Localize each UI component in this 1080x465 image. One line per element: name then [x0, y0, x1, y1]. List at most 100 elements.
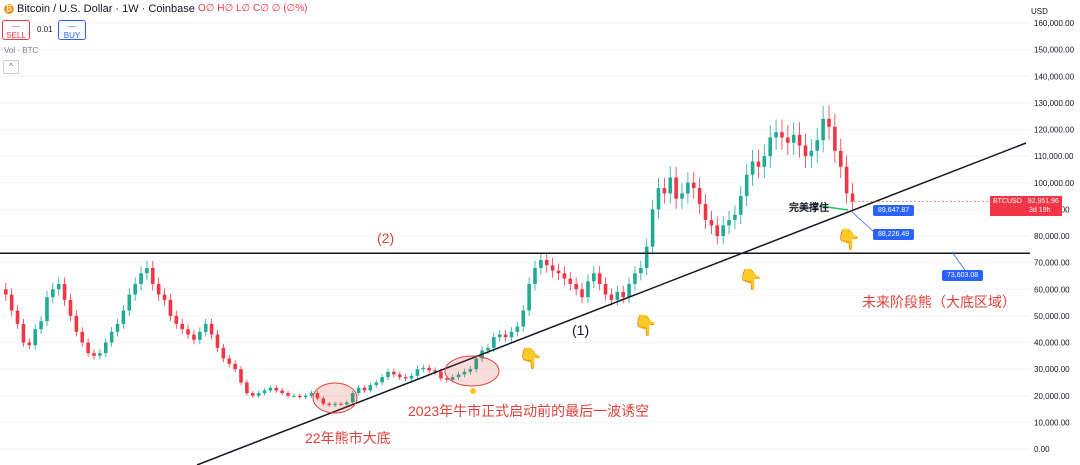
candle-body: [256, 393, 261, 396]
hand-icon: 👇: [836, 229, 861, 251]
buy-label: BUY: [63, 31, 81, 40]
candle-body: [68, 299, 73, 316]
candlestick-series: [4, 105, 855, 407]
candle-body: [421, 367, 426, 370]
candle-body: [727, 220, 731, 226]
candle-body: [791, 134, 796, 143]
sell-button[interactable]: — SELL: [2, 20, 30, 40]
price-tick-label: 110,000.00: [1034, 152, 1074, 161]
candle-body: [780, 132, 784, 138]
candle-body: [439, 371, 443, 379]
candle-body: [62, 283, 67, 300]
candle-body: [392, 371, 396, 375]
tag-b-leader: [850, 210, 876, 234]
candle-body: [174, 315, 179, 324]
candle-body: [274, 387, 279, 391]
candle-body: [515, 326, 520, 332]
candle-body: [262, 390, 267, 394]
candle-body: [838, 150, 843, 167]
candle-body: [709, 220, 714, 226]
candle-body: [733, 214, 737, 221]
price-tick-label: 160,000.00: [1034, 19, 1075, 28]
candle-body: [139, 273, 143, 284]
candle-body: [768, 137, 772, 157]
candle-body: [215, 334, 220, 348]
currency-label: USD: [1031, 7, 1048, 16]
candle-body: [739, 196, 743, 215]
candle-body: [168, 299, 173, 316]
price-tag-c[interactable]: 73,603.08: [942, 270, 984, 281]
candle-body: [250, 393, 255, 396]
candle-body: [721, 225, 725, 236]
candle-body: [15, 310, 20, 324]
candle-body: [462, 371, 467, 375]
candle-body: [586, 281, 590, 298]
price-tag-b[interactable]: 88,226.49: [873, 229, 915, 240]
candle-body: [203, 323, 208, 332]
candle-body: [380, 377, 384, 383]
collapse-button[interactable]: ^: [3, 60, 19, 74]
candle-body: [833, 126, 837, 151]
candle-body: [544, 259, 549, 266]
candle-body: [597, 273, 602, 284]
candle-body: [74, 315, 79, 332]
candle-body: [433, 370, 437, 372]
candle-body: [803, 145, 808, 157]
candle-body: [156, 283, 161, 295]
price-tick-label: 60,000.00: [1034, 285, 1070, 294]
candle-body: [691, 182, 696, 189]
future-bear-label: 未来阶段熊（大底区域）: [862, 294, 1016, 310]
candle-body: [633, 273, 637, 284]
candle-body: [298, 395, 302, 398]
candle-body: [292, 395, 296, 397]
price-axis: 160,000.00 150,000.00 140,000.00 130,000.00…: [1034, 19, 1075, 454]
candle-body: [456, 374, 461, 378]
candle-body: [662, 188, 667, 194]
candle-body: [180, 323, 184, 330]
candle-body: [680, 193, 684, 199]
tag-c-leader: [951, 251, 966, 271]
symbol-logo: ₿: [4, 4, 14, 14]
candle-body: [109, 331, 114, 343]
candle-body: [303, 395, 308, 398]
candle-body: [674, 177, 678, 199]
hand-icon: 👇: [518, 348, 543, 370]
candle-body: [744, 174, 749, 197]
symbol-title[interactable]: Bitcoin / U.S. Dollar · 1W · Coinbase: [17, 3, 195, 15]
price-tag-a[interactable]: 89,647.87: [873, 205, 915, 216]
candle-body: [80, 331, 85, 343]
price-tick-label: 120,000.00: [1034, 126, 1075, 135]
price-tick-label: 150,000.00: [1034, 46, 1075, 55]
current-symbol: BTCUSD: [993, 198, 1022, 205]
buy-button[interactable]: — BUY: [58, 20, 86, 40]
candle-body: [309, 393, 314, 396]
price-tick-label: 30,000.00: [1034, 365, 1070, 374]
candle-body: [568, 278, 573, 284]
candle-body: [350, 393, 355, 403]
candle-body: [209, 323, 214, 335]
price-tick-label: 50,000.00: [1034, 312, 1070, 321]
price-tick-label: 140,000.00: [1034, 72, 1075, 81]
candle-body: [815, 140, 820, 151]
candle-body: [533, 267, 537, 284]
price-tick-label: 70,000.00: [1034, 259, 1070, 268]
candle-body: [844, 166, 849, 194]
volume-label: Vol · BTC: [4, 46, 39, 55]
candle-body: [345, 402, 349, 405]
price-tick-label: 0.00: [1034, 445, 1050, 454]
candle-body: [192, 334, 196, 340]
candle-body: [615, 291, 620, 300]
sell-price: —: [12, 22, 20, 31]
candle-body: [127, 294, 132, 311]
candle-body: [98, 353, 102, 356]
candle-body: [550, 265, 555, 271]
candle-body: [403, 377, 408, 379]
candle-body: [503, 334, 508, 338]
candle-body: [656, 188, 661, 210]
candle-body: [33, 329, 37, 346]
spread-value: 0.01: [37, 25, 53, 34]
candle-body: [233, 363, 237, 370]
candle-body: [86, 342, 90, 354]
price-tick-label: 100,000.00: [1034, 179, 1075, 188]
